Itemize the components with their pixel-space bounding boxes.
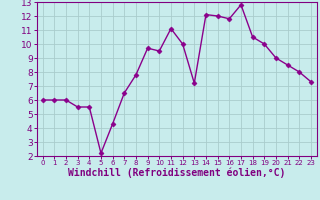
X-axis label: Windchill (Refroidissement éolien,°C): Windchill (Refroidissement éolien,°C) — [68, 168, 285, 178]
